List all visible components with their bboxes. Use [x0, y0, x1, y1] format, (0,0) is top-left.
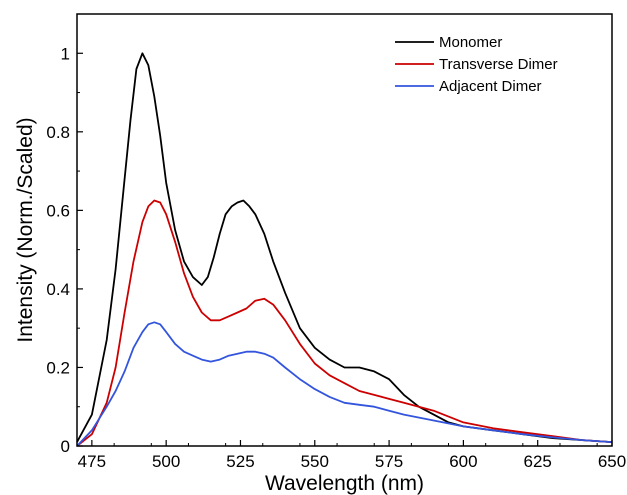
y-tick-label: 0 [61, 437, 70, 456]
x-ticks: 475 500 525 550 575 600 625 650 [76, 440, 626, 471]
x-tick-label: 650 [598, 452, 626, 471]
legend-label-adjacent-dimer: Adjacent Dimer [439, 78, 542, 95]
y-ticks: 0 0.2 0.4 0.6 0.8 1 [46, 13, 83, 456]
series-line-adjacent-dimer [76, 321, 613, 447]
y-axis-title: Intensity (Norm./Scaled) [14, 117, 37, 342]
x-axis-title: Wavelength (nm) [265, 472, 424, 495]
x-tick-label: 525 [226, 452, 254, 471]
y-tick-label: 0.8 [46, 123, 70, 142]
x-tick-label: 550 [301, 452, 329, 471]
x-tick-label: 475 [78, 452, 106, 471]
y-tick-label: 1 [61, 44, 70, 63]
legend-label-transverse-dimer: Transverse Dimer [439, 56, 558, 73]
y-tick-label: 0.2 [46, 358, 70, 377]
legend-label-monomer: Monomer [439, 34, 502, 51]
plot-frame [76, 13, 613, 447]
x-tick-label: 575 [375, 452, 403, 471]
y-tick-label: 0.6 [46, 201, 70, 220]
legend: Monomer Transverse Dimer Adjacent Dimer [395, 34, 558, 95]
series-line-transverse-dimer [76, 199, 613, 447]
series-line-monomer [76, 52, 613, 443]
x-tick-label: 625 [524, 452, 552, 471]
x-tick-label: 600 [449, 452, 477, 471]
x-tick-label: 500 [152, 452, 180, 471]
y-tick-label: 0.4 [46, 280, 70, 299]
plot-lines [76, 52, 613, 447]
